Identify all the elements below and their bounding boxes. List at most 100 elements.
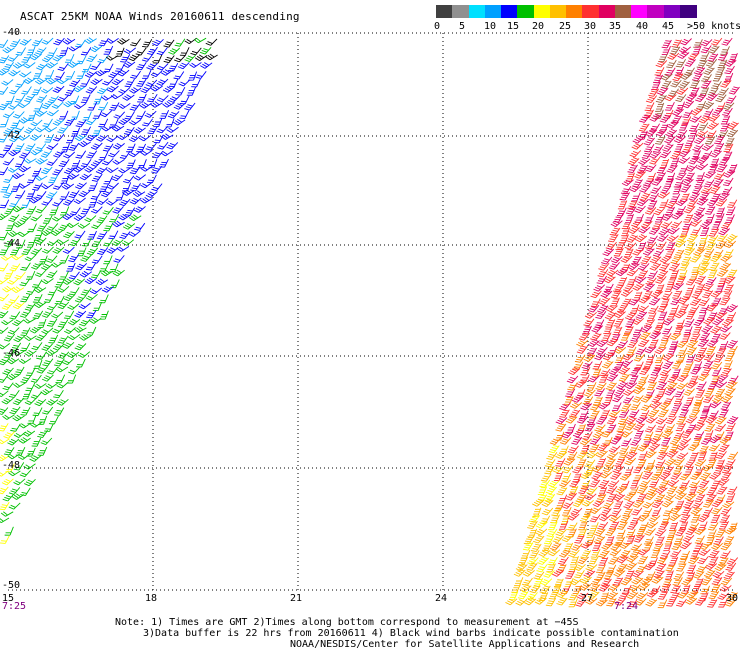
wind-barb: [35, 191, 47, 199]
wind-barb: [643, 536, 654, 545]
wind-barb: [128, 230, 141, 237]
wind-barb: [702, 290, 714, 299]
wind-barb: [674, 535, 684, 545]
wind-barb: [0, 102, 10, 111]
wind-barb: [586, 382, 597, 391]
note-line-2: 3)Data buffer is 22 hrs from 20160611 4)…: [143, 628, 679, 639]
wind-barb: [527, 557, 539, 565]
wind-barb: [45, 191, 58, 199]
wind-barb: [108, 150, 120, 158]
wind-barb: [692, 570, 705, 579]
wind-barb: [61, 183, 75, 190]
wind-barb: [76, 358, 86, 368]
lon-label: 21: [290, 593, 303, 604]
wind-barb: [673, 136, 686, 144]
wind-barb: [156, 78, 169, 86]
wind-barb: [606, 493, 617, 502]
wind-barb: [654, 354, 665, 364]
wind-barb: [8, 502, 21, 510]
wind-barb: [657, 311, 668, 321]
wind-barb: [561, 472, 572, 482]
wind-barb: [716, 268, 729, 277]
wind-barb: [45, 382, 58, 389]
wind-barb: [714, 423, 726, 432]
wind-barb: [540, 473, 552, 482]
wind-barb: [654, 529, 667, 537]
wind-barb: [96, 134, 109, 142]
wind-barb: [710, 149, 722, 158]
wind-barb: [683, 499, 695, 509]
wind-barb: [610, 542, 622, 551]
wind-barb: [102, 206, 114, 215]
wind-barb: [23, 62, 36, 69]
wind-barb: [653, 144, 664, 153]
wind-barb: [645, 164, 657, 173]
wind-barb: [47, 47, 58, 57]
wind-barb: [596, 275, 607, 285]
wind-barb: [634, 598, 647, 606]
wind-barb: [550, 542, 562, 551]
wind-barb: [88, 198, 98, 208]
wind-barb: [566, 375, 579, 384]
wind-barb: [659, 255, 672, 264]
wind-barb: [688, 480, 700, 489]
wind-barb: [638, 158, 651, 166]
wind-barb: [136, 78, 147, 87]
wind-barb: [615, 267, 628, 277]
wind-barb: [529, 550, 540, 559]
wind-barb: [102, 78, 114, 86]
wind-barb: [12, 220, 26, 228]
wind-barb: [558, 556, 569, 565]
wind-barb: [683, 318, 695, 328]
wind-barb: [724, 137, 735, 147]
wind-barb: [673, 458, 685, 466]
wind-barb: [596, 347, 608, 355]
wind-barb: [174, 54, 186, 63]
wind-barb: [5, 222, 15, 232]
wind-barb: [608, 262, 620, 270]
wind-barb: [606, 564, 617, 574]
wind-barb: [32, 294, 43, 303]
wind-barb: [123, 61, 136, 68]
wind-barb: [14, 94, 26, 103]
wind-barb: [606, 373, 619, 382]
wind-barb: [720, 507, 732, 516]
wind-barb: [579, 575, 592, 584]
wind-barb: [3, 174, 14, 183]
wind-barb: [12, 397, 25, 406]
wind-barb: [567, 445, 579, 454]
wind-barb: [665, 128, 678, 137]
wind-barb: [644, 214, 655, 224]
wind-barb: [555, 451, 568, 459]
wind-barb: [555, 417, 568, 425]
wind-barb: [606, 337, 619, 347]
lat-label: -40: [2, 27, 21, 38]
wind-barb: [122, 182, 132, 192]
wind-barb: [85, 117, 98, 126]
wind-barb: [636, 564, 648, 573]
wind-barb: [690, 549, 700, 559]
wind-barb: [719, 332, 731, 340]
wind-barb: [658, 227, 671, 236]
wind-barb: [657, 234, 669, 242]
wind-barb: [704, 430, 714, 440]
wind-barb: [0, 86, 9, 95]
wind-barb: [561, 507, 572, 516]
wind-barb: [671, 541, 683, 551]
wind-barb: [567, 528, 577, 538]
wind-barb: [660, 298, 670, 308]
wind-barb: [658, 53, 668, 63]
note-line-1: Note: 1) Times are GMT 2)Times along bot…: [115, 617, 579, 628]
wind-barb: [720, 472, 732, 481]
wind-barb: [166, 142, 179, 150]
wind-barb: [714, 416, 727, 425]
wind-barb: [190, 47, 202, 56]
wind-barb: [626, 234, 638, 243]
wind-barb: [9, 198, 20, 208]
wind-barb: [657, 303, 668, 313]
wind-barb: [0, 293, 10, 302]
wind-barb: [698, 298, 710, 307]
wind-barb: [3, 431, 15, 439]
wind-barb: [598, 549, 610, 559]
wind-barb: [681, 367, 691, 377]
